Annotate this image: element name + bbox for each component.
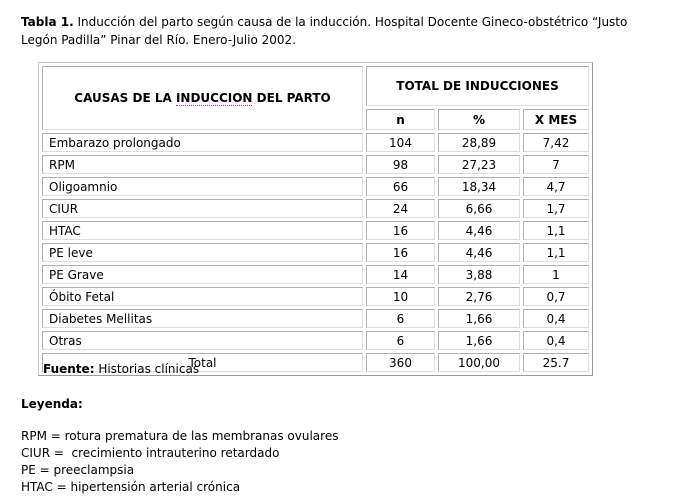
cause-cell: CIUR — [42, 199, 363, 218]
cause-cell: Otras — [42, 331, 363, 350]
total-n: 360 — [366, 353, 435, 372]
legend-item: RPM = rotura prematura de las membranas … — [21, 429, 339, 443]
table-row: Óbito Fetal 10 2,76 0,7 — [42, 287, 589, 306]
n-cell: 66 — [366, 177, 435, 196]
table-row: HTAC 16 4,46 1,1 — [42, 221, 589, 240]
legend-list: RPM = rotura prematura de las membranas … — [21, 428, 338, 496]
xmes-cell: 1,1 — [523, 221, 589, 240]
xmes-cell: 7,42 — [523, 133, 589, 152]
xmes-cell: 1 — [523, 265, 589, 284]
xmes-cell: 7 — [523, 155, 589, 174]
total-percent: 100,00 — [438, 353, 520, 372]
table-row: Otras 6 1,66 0,4 — [42, 331, 589, 350]
total-xmes: 25.7 — [523, 353, 589, 372]
percent-cell: 27,23 — [438, 155, 520, 174]
percent-cell: 4,46 — [438, 243, 520, 262]
n-cell: 6 — [366, 331, 435, 350]
header-total: TOTAL DE INDUCCIONES — [366, 66, 589, 106]
header-xmes: X MES — [523, 109, 589, 130]
source-note: Fuente: Historias clínicas — [43, 362, 200, 376]
n-cell: 24 — [366, 199, 435, 218]
legend-item: PE = preeclampsia — [21, 463, 135, 477]
table-row: Embarazo prolongado 104 28,89 7,42 — [42, 133, 589, 152]
total-label: Total — [42, 353, 363, 372]
cause-cell: Óbito Fetal — [42, 287, 363, 306]
cause-cell: PE leve — [42, 243, 363, 262]
xmes-cell: 1,1 — [523, 243, 589, 262]
legend-item: HTAC = hipertensión arterial crónica — [21, 480, 241, 494]
percent-cell: 1,66 — [438, 331, 520, 350]
table-row: RPM 98 27,23 7 — [42, 155, 589, 174]
cause-cell: PE Grave — [42, 265, 363, 284]
caption-text: Inducción del parto según causa de la in… — [21, 15, 628, 47]
percent-cell: 2,76 — [438, 287, 520, 306]
spellcheck-word: INDUCCION — [175, 91, 253, 106]
n-cell: 16 — [366, 243, 435, 262]
legend-item: CIUR = crecimiento intrauterino retardad… — [21, 446, 280, 460]
table-row: Diabetes Mellitas 6 1,66 0,4 — [42, 309, 589, 328]
n-cell: 14 — [366, 265, 435, 284]
n-cell: 16 — [366, 221, 435, 240]
legend-title: Leyenda: — [21, 397, 83, 411]
n-cell: 104 — [366, 133, 435, 152]
header-cause: CAUSAS DE LA INDUCCION DEL PARTO — [42, 66, 363, 130]
percent-cell: 1,66 — [438, 309, 520, 328]
table-row: PE leve 16 4,46 1,1 — [42, 243, 589, 262]
cause-cell: Oligoamnio — [42, 177, 363, 196]
table-row: CIUR 24 6,66 1,7 — [42, 199, 589, 218]
xmes-cell: 4,7 — [523, 177, 589, 196]
table-row: PE Grave 14 3,88 1 — [42, 265, 589, 284]
n-cell: 10 — [366, 287, 435, 306]
percent-cell: 6,66 — [438, 199, 520, 218]
percent-cell: 18,34 — [438, 177, 520, 196]
table-row: Oligoamnio 66 18,34 4,7 — [42, 177, 589, 196]
xmes-cell: 0,4 — [523, 309, 589, 328]
percent-cell: 28,89 — [438, 133, 520, 152]
cause-cell: RPM — [42, 155, 363, 174]
n-cell: 98 — [366, 155, 435, 174]
cause-cell: HTAC — [42, 221, 363, 240]
percent-cell: 3,88 — [438, 265, 520, 284]
table-caption: Tabla 1. Inducción del parto según causa… — [21, 13, 661, 49]
xmes-cell: 0,7 — [523, 287, 589, 306]
induction-table: CAUSAS DE LA INDUCCION DEL PARTO TOTAL D… — [38, 62, 593, 376]
xmes-cell: 1,7 — [523, 199, 589, 218]
percent-cell: 4,46 — [438, 221, 520, 240]
cause-cell: Diabetes Mellitas — [42, 309, 363, 328]
header-percent: % — [438, 109, 520, 130]
n-cell: 6 — [366, 309, 435, 328]
header-n: n — [366, 109, 435, 130]
total-row: Total 360 100,00 25.7 — [42, 353, 589, 372]
caption-label: Tabla 1. — [21, 15, 74, 29]
xmes-cell: 0,4 — [523, 331, 589, 350]
cause-cell: Embarazo prolongado — [42, 133, 363, 152]
